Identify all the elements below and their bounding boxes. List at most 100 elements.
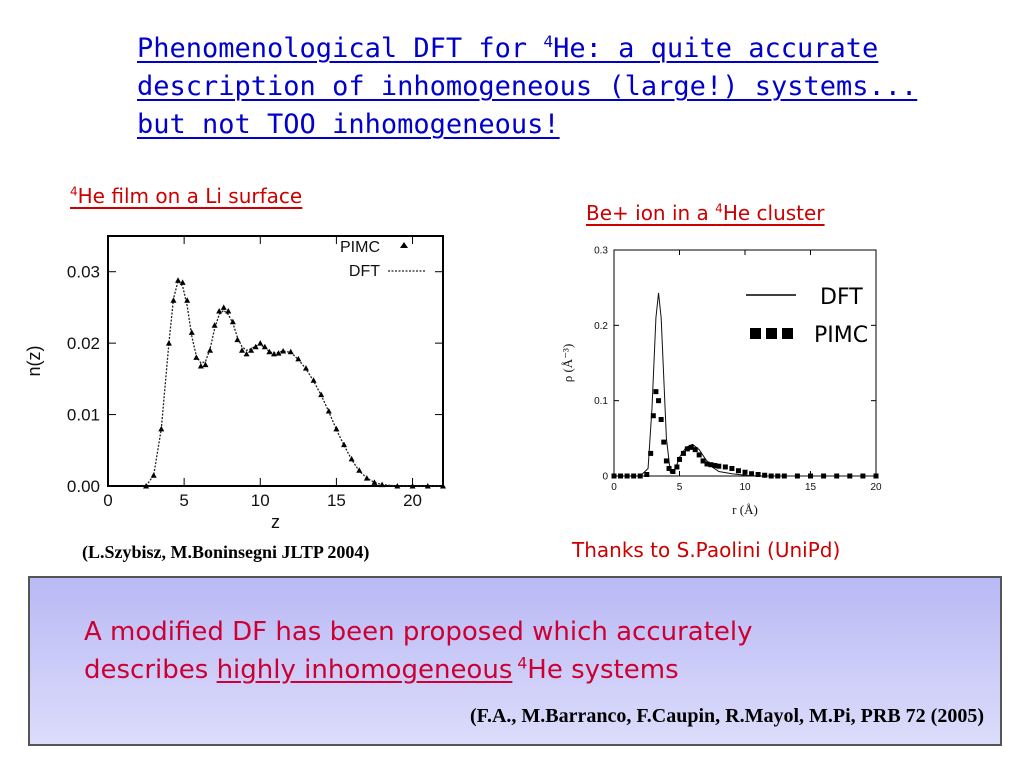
series-pimc-point <box>220 304 227 310</box>
legend-label: PIMC <box>340 239 380 256</box>
plot-frame <box>107 235 444 487</box>
series-pimc-point <box>860 473 866 479</box>
series-pimc-point <box>712 462 718 468</box>
series-pimc-point <box>341 441 348 448</box>
series-pimc-point <box>356 467 363 473</box>
series-pimc-point <box>197 363 204 369</box>
x-tick-label: 10 <box>251 491 270 510</box>
summary-citation: (F.A., M.Barranco, F.Caupin, R.Mayol, M.… <box>469 705 984 727</box>
series-pimc-point <box>193 354 200 360</box>
series-pimc-point <box>266 348 273 355</box>
title-line-3: but not TOO inhomogeneous! <box>137 109 560 140</box>
series-dft-line <box>614 292 876 477</box>
series-pimc-point <box>684 446 690 452</box>
series-pimc-point <box>696 452 702 458</box>
series-pimc-point <box>318 391 325 398</box>
x-tick-label: 15 <box>327 491 346 510</box>
series-pimc-point <box>656 398 662 404</box>
series-pimc-point <box>252 343 259 350</box>
series-pimc-point <box>261 343 268 350</box>
y-tick-label: 0.2 <box>594 321 608 332</box>
series-pimc-point <box>781 473 787 479</box>
series-pimc-point <box>729 465 735 471</box>
y-axis-label: n(z) <box>24 346 44 377</box>
series-pimc-point <box>179 279 186 285</box>
y-tick-label: 0.03 <box>67 263 100 282</box>
x-tick-label: 20 <box>870 482 882 493</box>
summary-line-2: describes highly inhomogeneous 4He syste… <box>84 654 679 685</box>
series-pimc-point <box>287 348 294 355</box>
y-axis-label: ρ (Å⁻³) <box>560 344 575 383</box>
series-pimc-point <box>775 473 781 479</box>
left-panel-citation: (L.Szybisz, M.Boninsegni JLTP 2004) <box>82 542 370 562</box>
series-pimc-point <box>363 475 370 481</box>
series-pimc-point <box>184 297 191 303</box>
right-panel-credit: Thanks to S.Paolini (UniPd) <box>572 538 841 562</box>
y-tick-label: 0 <box>602 472 608 483</box>
series-pimc-point <box>653 389 659 395</box>
series-pimc-point <box>663 458 669 464</box>
series-pimc-point <box>755 471 761 477</box>
series-pimc-point <box>680 450 686 456</box>
legend-marker-pimc <box>766 328 777 339</box>
series-pimc-point <box>722 464 728 470</box>
x-tick-label: 0 <box>611 482 617 493</box>
series-pimc-point <box>704 461 710 467</box>
series-pimc-point <box>821 473 827 479</box>
series-pimc-point <box>670 468 676 474</box>
x-tick-label: 15 <box>805 482 817 493</box>
series-pimc-point <box>394 483 401 489</box>
legend-label: PIMC <box>814 323 868 348</box>
series-pimc-point <box>688 444 694 450</box>
legend-label: DFT <box>820 285 863 310</box>
plot-frame <box>613 249 877 477</box>
series-pimc-point <box>873 473 879 479</box>
summary-box: A modified DF has been proposed which ac… <box>28 576 1002 746</box>
series-pimc-point <box>440 483 446 489</box>
series-pimc-point <box>295 355 302 362</box>
x-axis-label: z <box>271 512 280 532</box>
series-pimc-point <box>325 408 332 414</box>
right-panel-heading: Be+ ion in a 4He cluster <box>586 201 825 225</box>
series-pimc-point <box>424 483 431 489</box>
series-pimc-point <box>202 361 209 368</box>
series-pimc-point <box>207 347 214 353</box>
series-pimc-point <box>371 479 378 485</box>
y-tick-label: 0.3 <box>594 246 608 257</box>
series-pimc-point <box>847 473 853 479</box>
series-pimc-point <box>143 483 150 489</box>
series-pimc-point <box>225 308 232 314</box>
series-pimc-point <box>229 318 236 325</box>
series-pimc-point <box>302 365 309 371</box>
series-pimc-point <box>150 472 157 478</box>
series-pimc-point <box>611 473 617 479</box>
series-pimc-point <box>234 336 241 343</box>
highlight-phrase: highly inhomogeneous <box>216 655 513 685</box>
series-pimc-point <box>648 450 654 456</box>
series-pimc-point <box>794 473 800 479</box>
series-pimc-point <box>661 439 667 445</box>
slide-title: Phenomenological DFT for 4He: a quite ac… <box>137 30 977 144</box>
series-pimc-point <box>409 483 416 489</box>
legend-marker-pimc <box>750 328 761 339</box>
series-pimc-point <box>270 350 277 357</box>
y-tick-label: 0.1 <box>594 396 608 407</box>
series-pimc-point <box>280 348 287 354</box>
series-pimc-point <box>834 473 840 479</box>
series-pimc-point <box>762 472 768 478</box>
legend-label: DFT <box>349 263 380 280</box>
summary-text: A modified DF has been proposed which ac… <box>84 613 964 689</box>
series-pimc-point <box>637 473 643 479</box>
series-pimc-point <box>677 456 682 462</box>
series-pimc-point <box>808 473 813 479</box>
x-tick-label: 10 <box>739 482 751 493</box>
series-pimc-point <box>170 297 177 303</box>
series-pimc-point <box>644 471 650 477</box>
series-pimc-point <box>624 473 630 479</box>
series-pimc-point <box>211 322 218 328</box>
legend-marker-pimc <box>400 242 408 248</box>
series-pimc-point <box>275 350 282 356</box>
left-panel-heading: 4He film on a Li surface <box>70 184 303 208</box>
series-pimc-point <box>631 473 637 479</box>
series-pimc-point <box>692 447 698 453</box>
